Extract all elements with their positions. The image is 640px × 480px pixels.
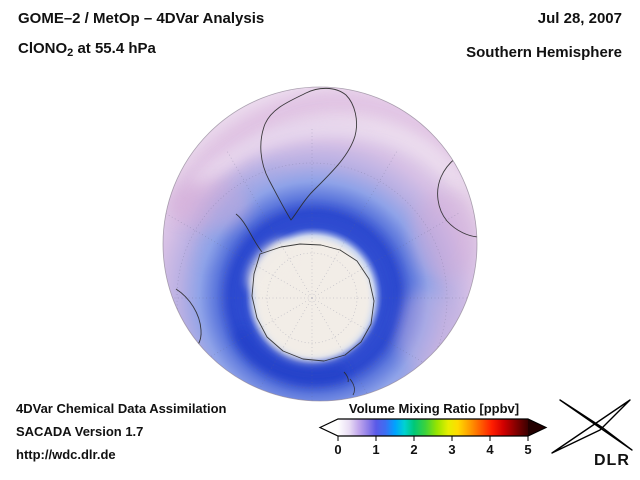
colorbar-tick-1: 1 — [372, 442, 380, 457]
figure-title: GOME–2 / MetOp – 4DVar Analysis — [18, 10, 265, 27]
globe-rim — [162, 86, 478, 402]
colorbar-title: Volume Mixing Ratio [ppbv] — [348, 401, 520, 416]
new-zealand-coast — [343, 371, 355, 396]
globe — [162, 86, 478, 402]
website-url: http://wdc.dlr.de — [16, 447, 116, 462]
version-label: SACADA Version 1.7 — [16, 424, 144, 439]
colorbar-tick-0: 0 — [334, 442, 342, 457]
pressure-level: at 55.4 hPa — [73, 40, 156, 57]
antarctic-peninsula — [235, 213, 263, 253]
colorbar-tick-4: 4 — [486, 442, 494, 457]
antarctica-coast — [251, 243, 375, 362]
colorbar-tick-5: 5 — [524, 442, 532, 457]
species-subscript: 2 — [67, 47, 74, 59]
hemisphere-label: Southern Hemisphere — [466, 44, 622, 61]
analysis-date: Jul 28, 2007 — [537, 10, 622, 27]
dlr-logo-text: DLR — [594, 452, 630, 469]
colorbar-tick-marks — [337, 436, 529, 441]
graticule — [163, 128, 477, 401]
colorbar — [318, 418, 548, 441]
species-name: ClONO — [18, 40, 68, 57]
south-america-coast — [260, 87, 357, 221]
colorbar-tick-2: 2 — [410, 442, 418, 457]
assimilation-label: 4DVar Chemical Data Assimilation — [16, 401, 227, 416]
species-pressure-label: ClONO2 at 55.4 hPa — [18, 40, 156, 59]
dlr-logo-icon — [551, 399, 633, 454]
colorbar-tick-3: 3 — [448, 442, 456, 457]
